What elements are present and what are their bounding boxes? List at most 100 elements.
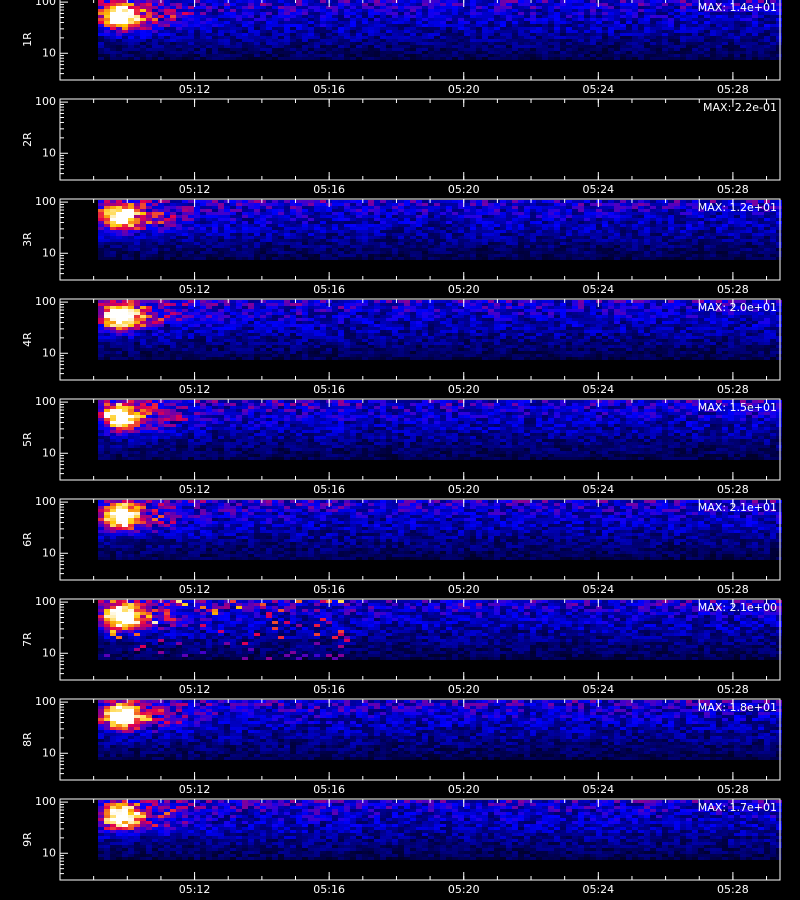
texture-cell — [488, 215, 494, 218]
texture-cell — [494, 33, 500, 36]
texture-cell — [734, 215, 740, 218]
texture-cell — [608, 21, 614, 24]
texture-cell — [248, 15, 254, 18]
texture-cell — [566, 218, 572, 221]
texture-cell — [566, 18, 572, 21]
texture-cell — [128, 245, 134, 248]
texture-cell — [128, 242, 134, 245]
texture-cell — [566, 221, 572, 224]
spectrogram-stack: 1010005:12 05:16 05:20 05:24 05:281RMAX: 1.4… — [0, 0, 800, 900]
texture-cell — [278, 248, 284, 251]
texture-cell — [122, 36, 128, 39]
texture-cell — [488, 9, 494, 12]
texture-cell — [578, 236, 584, 239]
texture-cell — [560, 33, 566, 36]
texture-cell — [518, 233, 524, 236]
texture-cell — [560, 245, 566, 248]
texture-cell — [464, 245, 470, 248]
texture-cell — [650, 15, 656, 18]
texture-cell — [146, 303, 152, 306]
texture-cell — [248, 245, 254, 248]
texture-cell — [392, 24, 398, 27]
texture-cell — [326, 254, 332, 257]
texture-cell — [746, 239, 752, 242]
texture-cell — [326, 257, 332, 260]
texture-cell — [194, 242, 200, 245]
texture-cell — [350, 30, 356, 33]
texture-cell — [386, 54, 392, 57]
texture-cell — [110, 218, 116, 221]
texture-cell — [104, 230, 110, 233]
texture-cell — [452, 218, 458, 221]
texture-cell — [98, 39, 104, 42]
texture-cell — [152, 324, 158, 327]
texture-cell — [188, 224, 194, 227]
texture-cell — [146, 48, 152, 51]
texture-cell — [584, 24, 590, 27]
texture-cell — [116, 354, 122, 357]
texture-cell — [134, 306, 140, 309]
texture-cell — [422, 30, 428, 33]
texture-cell — [674, 248, 680, 251]
texture-cell — [410, 251, 416, 254]
texture-cell — [734, 221, 740, 224]
texture-cell — [320, 212, 326, 215]
texture-cell — [158, 18, 164, 21]
texture-cell — [248, 33, 254, 36]
texture-cell — [110, 339, 116, 342]
texture-cell — [542, 24, 548, 27]
texture-cell — [392, 200, 398, 203]
texture-cell — [338, 212, 344, 215]
texture-cell — [158, 3, 164, 6]
texture-cell — [392, 21, 398, 24]
texture-cell — [164, 242, 170, 245]
texture-cell — [770, 221, 776, 224]
texture-cell — [206, 6, 212, 9]
texture-cell — [362, 206, 368, 209]
texture-cell — [626, 254, 632, 257]
texture-cell — [434, 221, 440, 224]
texture-cell — [164, 18, 170, 21]
texture-cell — [746, 245, 752, 248]
texture-cell — [98, 30, 104, 33]
texture-cell — [704, 39, 710, 42]
texture-cell — [194, 45, 200, 48]
texture-cell — [182, 239, 188, 242]
texture-cell — [722, 215, 728, 218]
texture-cell — [248, 0, 254, 3]
texture-cell — [266, 224, 272, 227]
texture-cell — [176, 236, 182, 239]
texture-cell — [164, 39, 170, 42]
texture-cell — [632, 27, 638, 30]
texture-cell — [446, 251, 452, 254]
y-tick-label: 10 — [42, 46, 56, 59]
texture-cell — [506, 15, 512, 18]
texture-cell — [326, 15, 332, 18]
texture-cell — [362, 18, 368, 21]
texture-cell — [392, 215, 398, 218]
texture-cell — [596, 15, 602, 18]
texture-cell — [272, 218, 278, 221]
texture-cell — [770, 239, 776, 242]
texture-cell — [254, 9, 260, 12]
texture-cell — [470, 57, 476, 60]
texture-cell — [236, 9, 242, 12]
texture-cell — [110, 351, 116, 354]
texture-cell — [320, 215, 326, 218]
texture-cell — [128, 224, 134, 227]
texture-cell — [500, 251, 506, 254]
texture-cell — [146, 339, 152, 342]
texture-cell — [524, 27, 530, 30]
texture-cell — [110, 224, 116, 227]
texture-cell — [578, 251, 584, 254]
texture-cell — [254, 21, 260, 24]
texture-cell — [458, 212, 464, 215]
texture-cell — [182, 42, 188, 45]
texture-cell — [230, 9, 236, 12]
texture-cell — [434, 36, 440, 39]
texture-cell — [152, 45, 158, 48]
texture-cell — [116, 254, 122, 257]
texture-cell — [248, 24, 254, 27]
texture-cell — [134, 36, 140, 39]
texture-cell — [740, 24, 746, 27]
